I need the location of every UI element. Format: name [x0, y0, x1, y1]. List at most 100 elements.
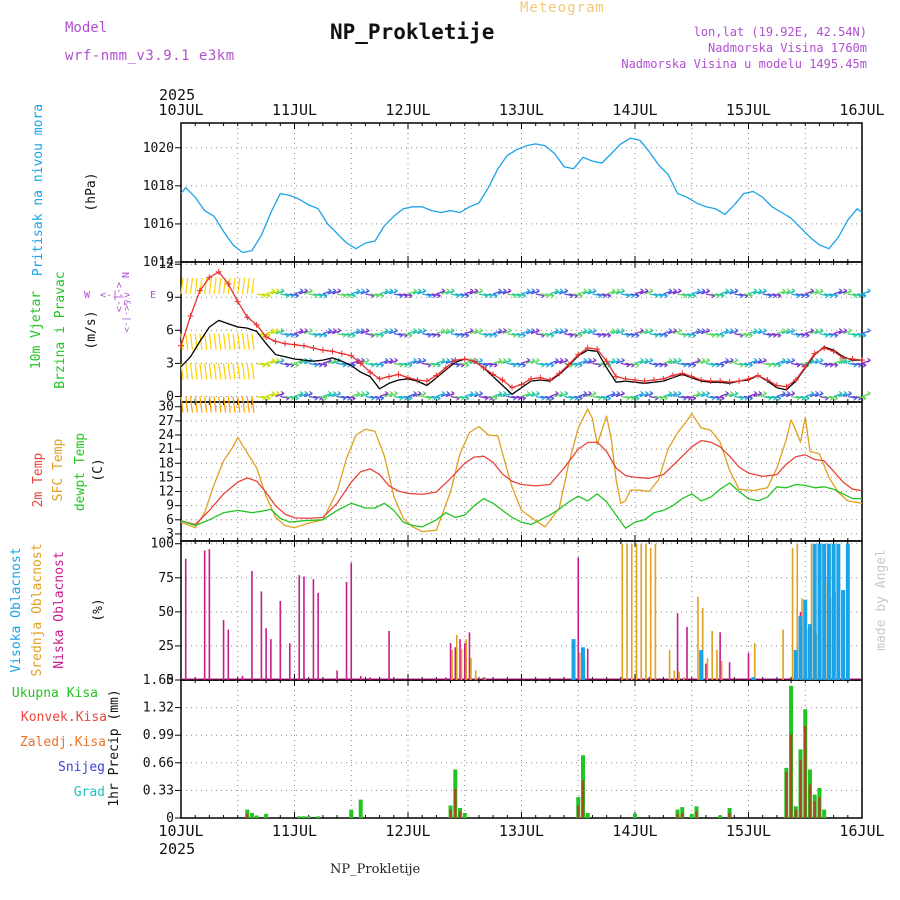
wind-arrowhead — [550, 362, 555, 368]
wind-arrowhead — [753, 328, 758, 334]
wind-arrow — [857, 395, 867, 399]
wind-arrow — [478, 293, 488, 297]
wind-arrowhead — [384, 288, 389, 294]
wind-arrowhead — [782, 328, 786, 334]
wind-arrowhead — [280, 288, 285, 294]
wind-arrow — [199, 333, 203, 350]
wind-arrowhead — [503, 357, 507, 363]
wind-gust-marker — [338, 350, 345, 357]
y-tick-label: 1.65 — [143, 673, 174, 688]
day-label-top: 11JUL — [272, 101, 317, 119]
wind-gust-marker — [423, 378, 430, 385]
wind-arrow — [800, 293, 810, 297]
rose-line2: &<-|-> — [121, 300, 131, 333]
wind-arrowhead — [758, 288, 762, 294]
wind-arrow — [318, 362, 328, 366]
y-tick-label: 1.32 — [143, 701, 174, 716]
wind-arrowhead — [437, 395, 441, 401]
wind-arrow — [710, 333, 720, 337]
wind-arrow — [185, 396, 189, 413]
wind-arrowhead — [380, 395, 385, 401]
wind-arrow — [199, 396, 203, 413]
wind-arrow — [246, 277, 250, 295]
wind-arrow — [403, 333, 413, 337]
wind-arrow — [398, 293, 408, 297]
wind-arrowhead — [649, 288, 654, 294]
wind-arrowhead — [479, 288, 483, 294]
wind-arrow — [649, 395, 659, 399]
wind-arrowhead — [446, 288, 450, 294]
wind-arrowhead — [413, 357, 417, 363]
precip-bar-total — [306, 816, 311, 818]
day-label-top: 13JUL — [499, 101, 544, 119]
wind-arrowhead — [437, 362, 441, 368]
wind-arrow — [393, 362, 403, 366]
wind-arrow — [705, 293, 715, 297]
day-label-bottom: 14JUL — [612, 822, 657, 840]
wind-arrow — [280, 362, 290, 366]
wind-arrowhead — [611, 288, 616, 294]
wind-arrowhead — [786, 288, 791, 294]
wind-arrowhead — [635, 362, 640, 368]
wind-arrowhead — [867, 390, 871, 396]
wind-arrow — [488, 395, 498, 399]
wind-arrow — [710, 362, 720, 366]
wind-arrow — [545, 333, 555, 337]
wind-arrowhead — [701, 288, 706, 294]
wind-gust-marker — [764, 376, 771, 383]
wind-arrowhead — [725, 390, 729, 396]
wind-arrowhead — [536, 390, 540, 396]
wind-arrowhead — [465, 293, 470, 299]
wind-arrow — [762, 333, 772, 337]
precip-bar-convective — [813, 801, 816, 818]
wind-arrowhead — [309, 328, 313, 334]
wind-arrowhead — [725, 328, 729, 334]
wind-arrowhead — [474, 390, 479, 396]
wind-arrowhead — [417, 390, 422, 396]
wind-arrow — [450, 293, 460, 297]
wind-arrowhead — [380, 362, 385, 368]
wind-arrow — [507, 333, 517, 337]
wind-arrow — [478, 395, 488, 399]
wind-arrow — [459, 362, 469, 366]
wind-arrowhead — [365, 357, 370, 363]
wind-arrow — [450, 333, 460, 337]
wind-arrow — [568, 395, 578, 399]
wind-arrow — [767, 293, 777, 297]
y-tick-label: 18 — [158, 456, 174, 471]
wind-arrowhead — [677, 357, 682, 363]
wind-arrow — [535, 395, 545, 399]
wind-arrowhead — [621, 288, 625, 294]
wind-arrowhead — [635, 293, 640, 299]
wind-arrow — [824, 362, 834, 366]
precip-bar-total — [822, 809, 827, 818]
wind-arrowhead — [834, 362, 839, 368]
wind-arrowhead — [365, 288, 370, 294]
precip-bar-total — [254, 815, 259, 818]
y-tick-label: 75 — [158, 571, 174, 586]
year-label-bottom: 2025 — [159, 840, 195, 858]
wind-arrow — [705, 395, 715, 399]
y-tick-label: 6 — [166, 323, 174, 338]
wind-arrowhead — [417, 288, 422, 294]
wind-arrowhead — [356, 288, 361, 294]
wind-arrow — [847, 293, 857, 297]
wind-gust-marker — [736, 378, 743, 385]
wind-arrow — [336, 293, 347, 297]
wind-arrowhead — [806, 395, 810, 401]
wind-arrowhead — [271, 328, 275, 334]
wind-arrowhead — [867, 328, 871, 334]
y-tick-label: 3 — [166, 527, 174, 542]
wind-arrowhead — [640, 390, 644, 396]
wind-arrowhead — [758, 357, 762, 363]
wind-arrow — [346, 333, 356, 337]
wind-arrowhead — [469, 390, 474, 396]
wind-arrow — [218, 333, 222, 350]
wind-arrow — [208, 396, 212, 413]
wind-arrow — [318, 333, 328, 337]
wind-arrowhead — [734, 357, 739, 363]
wind-arrow — [743, 333, 753, 337]
wind-arrowhead — [730, 390, 734, 396]
wind-arrowhead — [786, 357, 791, 363]
wind-arrowhead — [791, 328, 796, 334]
